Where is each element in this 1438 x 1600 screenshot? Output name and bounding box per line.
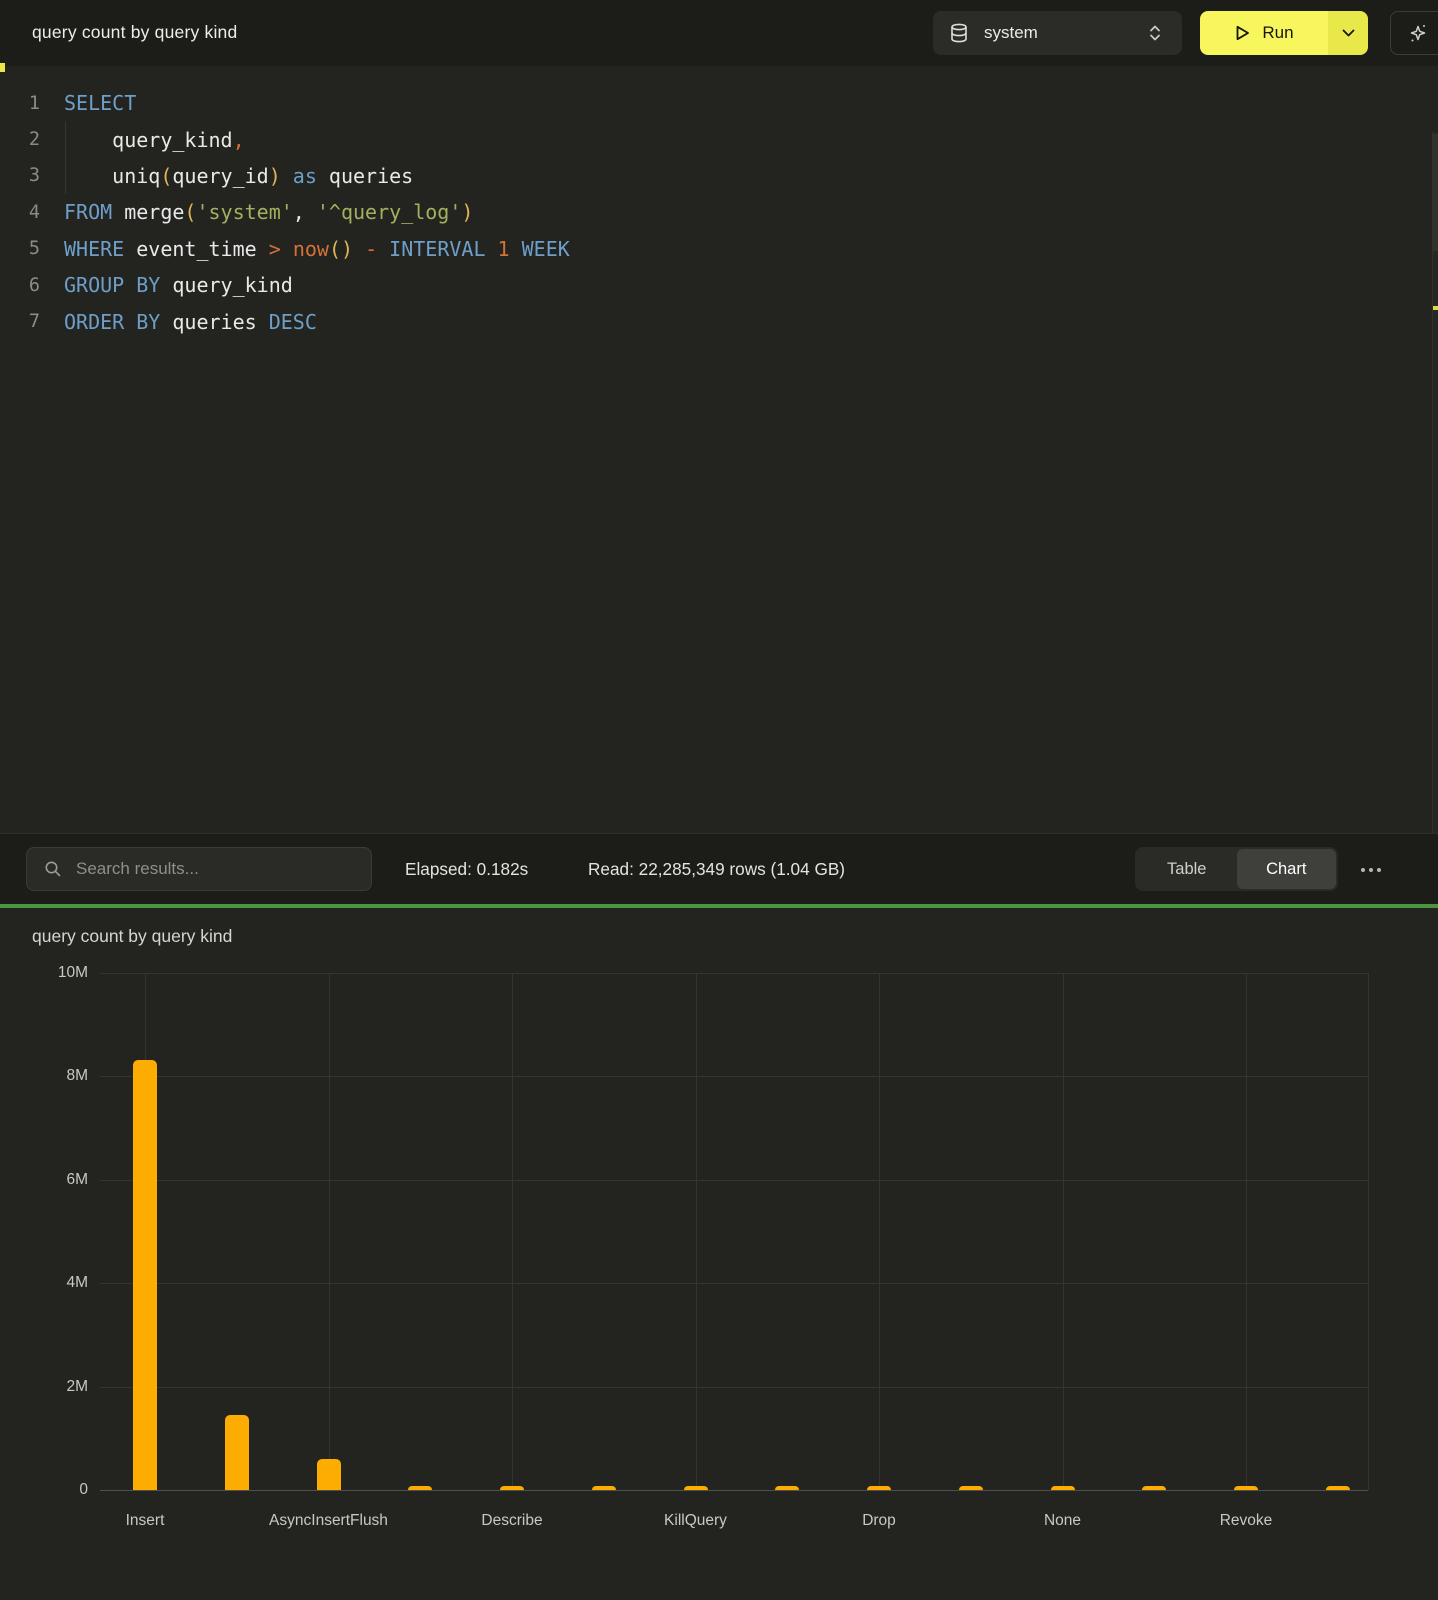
editor-left-marker: [0, 63, 5, 72]
select-updown-icon: [1148, 23, 1162, 43]
bar: [867, 1485, 891, 1490]
database-name: system: [984, 23, 1038, 42]
line-number: 3: [28, 165, 40, 187]
y-gridline: [100, 1076, 1368, 1078]
bar: [408, 1485, 433, 1490]
code-line[interactable]: 5 WHERE event_time > now() - INTERVAL 1 W…: [0, 231, 1428, 267]
elapsed-stat: Elapsed: 0.182s: [405, 859, 529, 879]
y-axis-tick-label: 8M: [66, 1067, 88, 1085]
chevron-down-icon: [1342, 29, 1355, 37]
editor-scrollbar[interactable]: [1432, 132, 1438, 899]
code-line[interactable]: 3 uniq(query_id) as queries: [0, 158, 1428, 194]
search-icon: [44, 860, 62, 878]
y-axis-tick-label: 6M: [66, 1170, 88, 1188]
read-stat: Read: 22,285,349 rows (1.04 GB): [588, 859, 846, 879]
code-line[interactable]: 1 SELECT: [0, 85, 1428, 121]
bar: [1142, 1485, 1167, 1490]
x-gridline: [512, 973, 513, 1490]
bar: [1050, 1485, 1075, 1490]
y-gridline: [100, 1179, 1368, 1181]
run-button[interactable]: Run: [1200, 11, 1368, 55]
y-gridline: [100, 1283, 1368, 1285]
run-button-label: Run: [1262, 23, 1294, 42]
x-gridline: [879, 973, 880, 1490]
x-gridline: [1368, 973, 1369, 1490]
bar: [683, 1485, 708, 1490]
search-placeholder: Search results...: [76, 859, 199, 878]
y-axis-tick-label: 4M: [66, 1274, 88, 1292]
run-button-main[interactable]: Run: [1200, 11, 1328, 55]
tab-chart[interactable]: Chart: [1236, 849, 1336, 889]
x-axis-category-label: Drop: [862, 1512, 896, 1529]
y-gridline: [100, 973, 1368, 974]
x-gridline: [695, 973, 697, 1490]
top-bar: query count by query kind system: [0, 0, 1438, 67]
y-gridline: [100, 1386, 1368, 1388]
chart-title: query count by query kind: [32, 926, 233, 946]
x-axis-category-label: Insert: [125, 1512, 165, 1529]
sql-editor[interactable]: 1 SELECT 2 query_kind, 3 uniq(query_id) as …: [0, 66, 1438, 899]
line-number: 1: [28, 92, 40, 114]
code-line[interactable]: 7 ORDER BY queries DESC: [0, 303, 1428, 339]
x-gridline: [328, 973, 330, 1490]
overview-ruler-mark: [1433, 306, 1438, 310]
play-icon: [1234, 24, 1251, 42]
results-toolbar: Search results... Elapsed: 0.182s Read: …: [0, 833, 1438, 905]
line-number: 4: [28, 201, 40, 223]
code-line[interactable]: 6 GROUP BY query_kind: [0, 267, 1428, 303]
code-line[interactable]: 2 query_kind,: [0, 121, 1428, 157]
sparkle-button[interactable]: [1390, 11, 1438, 55]
code-line[interactable]: 4 FROM merge('system', '^query_log'): [0, 194, 1428, 230]
x-gridline: [1062, 973, 1064, 1490]
database-selector[interactable]: system: [933, 11, 1182, 55]
scrollbar-thumb[interactable]: [1433, 134, 1438, 251]
x-axis-category-label: Revoke: [1219, 1512, 1273, 1529]
bar: [133, 1060, 157, 1490]
search-results-input[interactable]: Search results...: [26, 847, 372, 891]
indent-guide: [65, 121, 66, 194]
bar-chart: 0 2M 4M 6M 8M 10M Insert AsyncInsertFlush Descri…: [0, 908, 1438, 1600]
bar: [591, 1485, 616, 1490]
bar: [316, 1459, 341, 1490]
bar: [500, 1485, 524, 1490]
view-toggle: Table Chart: [1135, 847, 1338, 891]
y-axis-tick-label: 2M: [66, 1377, 88, 1395]
bar: [958, 1485, 983, 1490]
line-number: 7: [28, 311, 40, 333]
y-axis-tick-label: 0: [79, 1481, 88, 1498]
sparkle-icon: [1408, 22, 1428, 44]
bar: [1234, 1485, 1258, 1490]
line-number: 2: [28, 129, 40, 151]
tab-table[interactable]: Table: [1167, 859, 1207, 878]
x-axis-category-label: AsyncInsertFlush: [269, 1512, 388, 1529]
panel-resize-divider[interactable]: [0, 904, 1438, 908]
query-title: query count by query kind: [32, 22, 238, 42]
x-gridline: [1246, 973, 1247, 1490]
bar: [775, 1485, 800, 1490]
x-axis-category-label: None: [1043, 1512, 1082, 1529]
x-axis-category-label: KillQuery: [664, 1512, 727, 1529]
bar: [224, 1415, 249, 1490]
bar: [1325, 1485, 1350, 1490]
run-options-button[interactable]: [1328, 11, 1368, 55]
chart-panel: query count by query kind 0 2M 4M 6M 8M 10M In…: [0, 908, 1438, 1600]
y-axis-tick-label: 10M: [57, 964, 88, 981]
line-number: 5: [28, 238, 40, 260]
database-icon: [950, 23, 968, 43]
more-options-button[interactable]: [1357, 860, 1385, 880]
code-lines: 1 SELECT 2 query_kind, 3 uniq(query_id) as …: [0, 85, 1428, 340]
line-number: 6: [28, 274, 40, 296]
x-axis-category-label: Describe: [481, 1512, 543, 1529]
y-gridline: [100, 1490, 1368, 1491]
